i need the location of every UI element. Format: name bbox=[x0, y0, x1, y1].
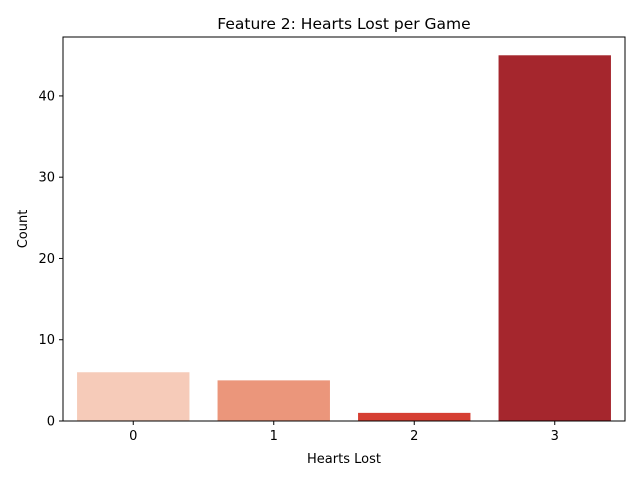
bar-3 bbox=[498, 55, 611, 422]
y-tick-label: 40 bbox=[38, 89, 55, 104]
x-axis: 0 1 2 3 bbox=[129, 421, 559, 444]
y-axis-label: Count bbox=[16, 210, 31, 249]
x-tick-label: 2 bbox=[410, 429, 418, 444]
x-tick-label: 3 bbox=[551, 429, 559, 444]
x-tick-label: 0 bbox=[129, 429, 137, 444]
bars-group bbox=[77, 55, 611, 422]
x-tick-label: 1 bbox=[270, 429, 278, 444]
plot-frame bbox=[62, 36, 626, 422]
y-tick-label: 0 bbox=[47, 415, 55, 430]
bar-2 bbox=[358, 412, 471, 421]
chart-title: Feature 2: Hearts Lost per Game bbox=[217, 15, 470, 33]
y-axis: 0 10 20 30 40 bbox=[38, 89, 63, 430]
bar-0 bbox=[77, 372, 190, 421]
x-axis-label: Hearts Lost bbox=[307, 452, 381, 467]
y-tick-label: 30 bbox=[38, 171, 55, 186]
y-tick-label: 10 bbox=[38, 333, 55, 348]
bar-1 bbox=[217, 380, 330, 421]
y-tick-label: 20 bbox=[38, 252, 55, 267]
